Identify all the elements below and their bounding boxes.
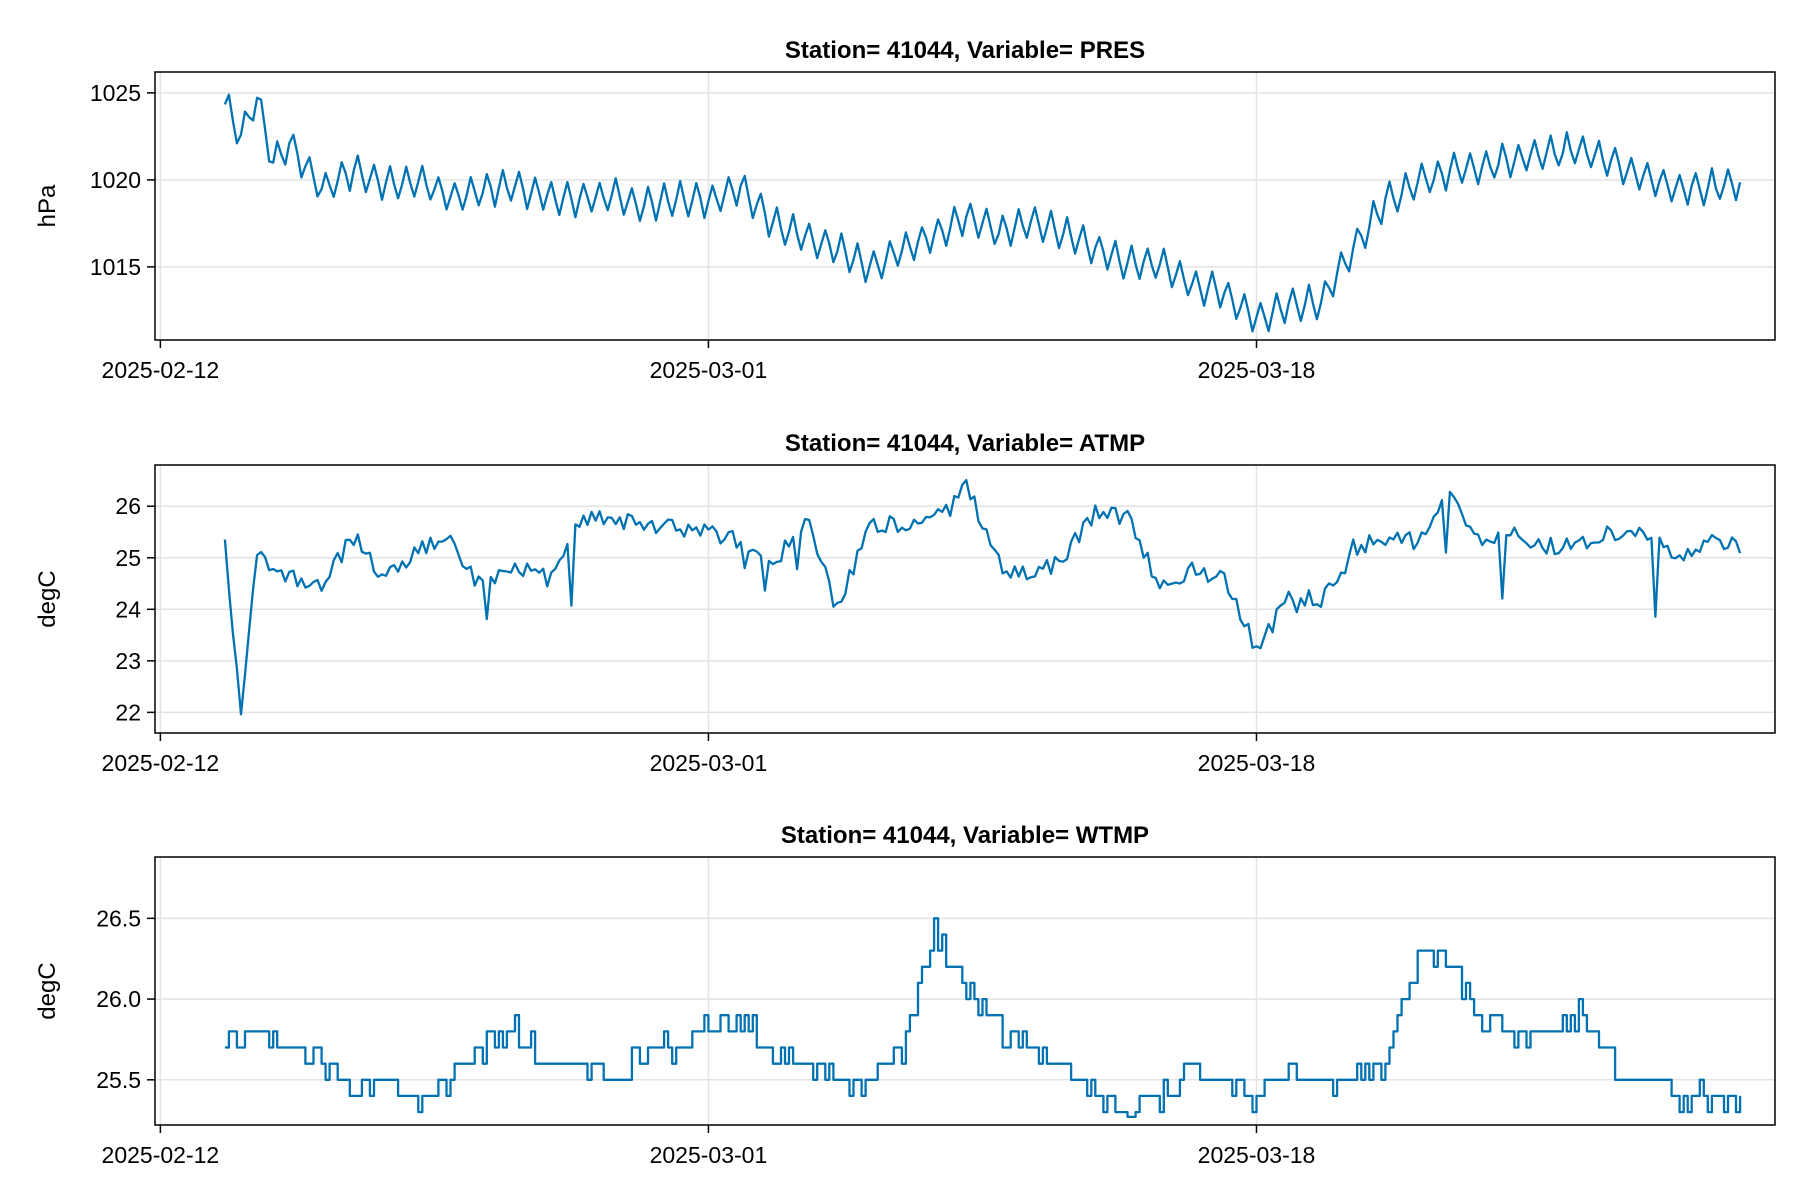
y-tick-label: 1015 <box>90 254 141 280</box>
y-tick-label: 26.5 <box>96 905 141 931</box>
y-tick-label: 25.5 <box>96 1067 141 1093</box>
x-tick-label: 2025-02-12 <box>102 1142 220 1168</box>
panel-title: Station= 41044, Variable= WTMP <box>781 822 1149 849</box>
panel-title: Station= 41044, Variable= PRES <box>785 37 1145 64</box>
y-axis-label: degC <box>34 570 61 627</box>
y-tick-label: 1025 <box>90 80 141 106</box>
x-tick-label: 2025-03-01 <box>650 357 768 383</box>
y-axis-label: hPa <box>34 184 61 227</box>
panel-3: 2025-02-12 2025-03-01 2025-03-18 25.5 26.0 26… <box>34 822 1776 1168</box>
panel-title: Station= 41044, Variable= ATMP <box>785 430 1145 457</box>
y-axis-label: degC <box>34 962 61 1019</box>
panel-2: 2025-02-12 2025-03-01 2025-03-18 22 23 24 25 26… <box>34 430 1776 776</box>
x-tick-label: 2025-03-01 <box>650 750 768 776</box>
y-tick-label: 23 <box>115 648 141 674</box>
y-tick-label: 26 <box>115 493 141 519</box>
plot-frame <box>154 464 1776 734</box>
plot-frame <box>154 71 1776 341</box>
series-line <box>224 917 1742 1119</box>
y-tick-label: 24 <box>115 596 141 622</box>
series-line <box>223 478 1742 716</box>
y-tick-label: 26.0 <box>96 986 141 1012</box>
x-tick-label: 2025-02-12 <box>102 750 220 776</box>
x-tick-label: 2025-03-01 <box>650 1142 768 1168</box>
panel-1: 2025-02-12 2025-03-01 2025-03-18 1015 1020 10… <box>34 37 1776 383</box>
x-tick-label: 2025-03-18 <box>1198 750 1316 776</box>
plot-frame <box>154 856 1776 1126</box>
y-tick-label: 25 <box>115 545 141 571</box>
series-line <box>223 93 1742 333</box>
y-tick-label: 1020 <box>90 167 141 193</box>
x-tick-label: 2025-02-12 <box>102 357 220 383</box>
x-tick-label: 2025-03-18 <box>1198 357 1316 383</box>
y-tick-label: 22 <box>115 699 141 725</box>
x-tick-label: 2025-03-18 <box>1198 1142 1316 1168</box>
